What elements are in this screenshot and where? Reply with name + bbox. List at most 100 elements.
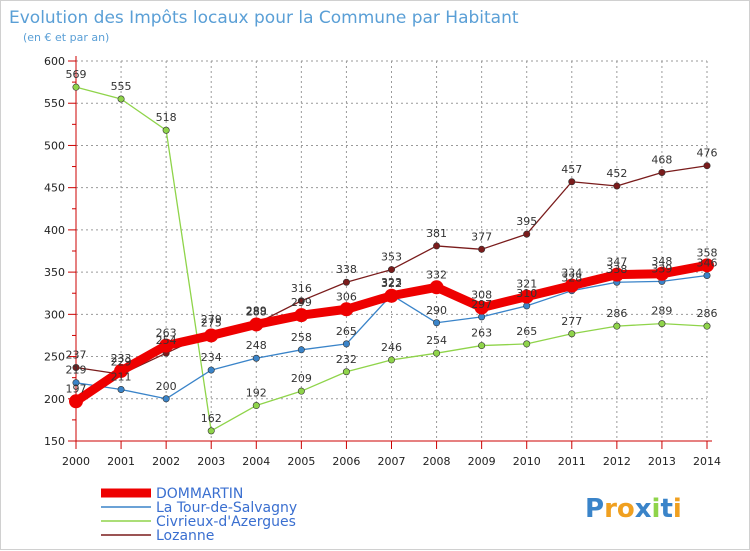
legend-label: DOMMARTIN <box>156 486 243 502</box>
data-point <box>69 394 83 409</box>
x-tick-label: 2008 <box>423 455 451 468</box>
data-label: 452 <box>606 167 627 180</box>
logo-letter: i <box>673 494 682 524</box>
data-point <box>700 258 714 273</box>
data-point <box>207 427 215 435</box>
data-label: 332 <box>426 268 447 281</box>
data-point <box>342 340 350 348</box>
data-point <box>523 302 531 310</box>
data-label: 246 <box>381 341 402 354</box>
y-tick-label: 250 <box>44 351 65 364</box>
data-label: 348 <box>651 255 672 268</box>
data-label: 233 <box>111 352 132 365</box>
data-point <box>294 308 309 323</box>
y-tick-label: 550 <box>44 97 65 110</box>
data-label: 258 <box>291 331 312 344</box>
data-label: 197 <box>66 382 87 395</box>
data-point <box>613 322 621 330</box>
data-label: 263 <box>471 327 492 340</box>
data-label: 234 <box>201 351 222 364</box>
x-tick-label: 2009 <box>468 455 496 468</box>
data-point <box>478 313 486 321</box>
data-point <box>703 162 711 170</box>
data-label: 248 <box>246 339 267 352</box>
data-label: 229 <box>111 355 132 368</box>
data-label: 254 <box>426 334 447 347</box>
y-tick-label: 350 <box>44 266 65 279</box>
data-point <box>297 387 305 395</box>
data-label: 323 <box>381 276 402 289</box>
data-point <box>703 322 711 330</box>
y-tick-label: 300 <box>44 308 65 321</box>
data-label: 263 <box>156 327 177 340</box>
x-tick-label: 2004 <box>242 455 270 468</box>
data-label: 219 <box>66 364 87 377</box>
data-point <box>117 385 125 393</box>
data-label: 457 <box>561 163 582 176</box>
data-point <box>519 289 534 304</box>
data-label: 265 <box>516 325 537 338</box>
data-label: 381 <box>426 227 447 240</box>
series-layer <box>69 83 714 435</box>
data-label: 358 <box>697 246 718 259</box>
data-label: 254 <box>156 334 177 347</box>
data-label: 321 <box>516 278 537 291</box>
data-label: 162 <box>201 412 222 425</box>
data-point <box>297 346 305 354</box>
x-tick-label: 2006 <box>332 455 360 468</box>
data-point <box>429 280 444 295</box>
data-point <box>162 395 170 403</box>
y-tick-label: 500 <box>44 139 65 152</box>
data-point <box>474 300 489 315</box>
chart-title: Evolution des Impôts locaux pour la Comm… <box>9 8 519 28</box>
y-tick-label: 400 <box>44 224 65 237</box>
data-point <box>658 168 666 176</box>
data-point <box>339 302 354 317</box>
x-tick-label: 2012 <box>603 455 631 468</box>
x-tick-label: 2013 <box>648 455 676 468</box>
data-label: 211 <box>111 370 132 383</box>
x-tick-label: 2001 <box>107 455 135 468</box>
data-point <box>72 364 80 372</box>
data-point <box>207 366 215 374</box>
data-label: 377 <box>471 230 492 243</box>
data-point <box>342 278 350 286</box>
data-point <box>478 342 486 350</box>
legend-label: Lozanne <box>156 528 214 544</box>
data-label: 299 <box>291 296 312 309</box>
data-label: 200 <box>156 380 177 393</box>
logo-letter: t <box>660 494 672 524</box>
data-point <box>478 245 486 253</box>
data-label: 338 <box>336 263 357 276</box>
data-point <box>162 126 170 134</box>
data-point <box>568 178 576 186</box>
data-label: 555 <box>111 80 132 93</box>
y-tick-label: 450 <box>44 182 65 195</box>
data-label: 518 <box>156 111 177 124</box>
data-point <box>523 230 531 238</box>
logo-letter: r <box>604 494 617 524</box>
logo-letter: x <box>635 494 652 524</box>
data-label: 192 <box>246 387 267 400</box>
data-label: 569 <box>66 68 87 81</box>
proxiti-logo: Proxiti <box>585 494 682 524</box>
data-label: 322 <box>381 277 402 290</box>
data-label: 279 <box>201 313 222 326</box>
data-label: 353 <box>381 251 402 264</box>
data-label: 306 <box>336 290 357 303</box>
data-label: 308 <box>471 289 492 302</box>
data-point <box>114 363 129 378</box>
data-point <box>568 330 576 338</box>
data-label: 339 <box>651 262 672 275</box>
data-point <box>654 266 669 281</box>
data-point <box>387 266 395 274</box>
data-label: 476 <box>697 147 718 160</box>
data-point <box>72 379 80 387</box>
data-point <box>387 356 395 364</box>
data-point <box>252 354 260 362</box>
data-label: 310 <box>516 287 537 300</box>
data-label: 290 <box>426 304 447 317</box>
x-tick-label: 2014 <box>693 455 721 468</box>
